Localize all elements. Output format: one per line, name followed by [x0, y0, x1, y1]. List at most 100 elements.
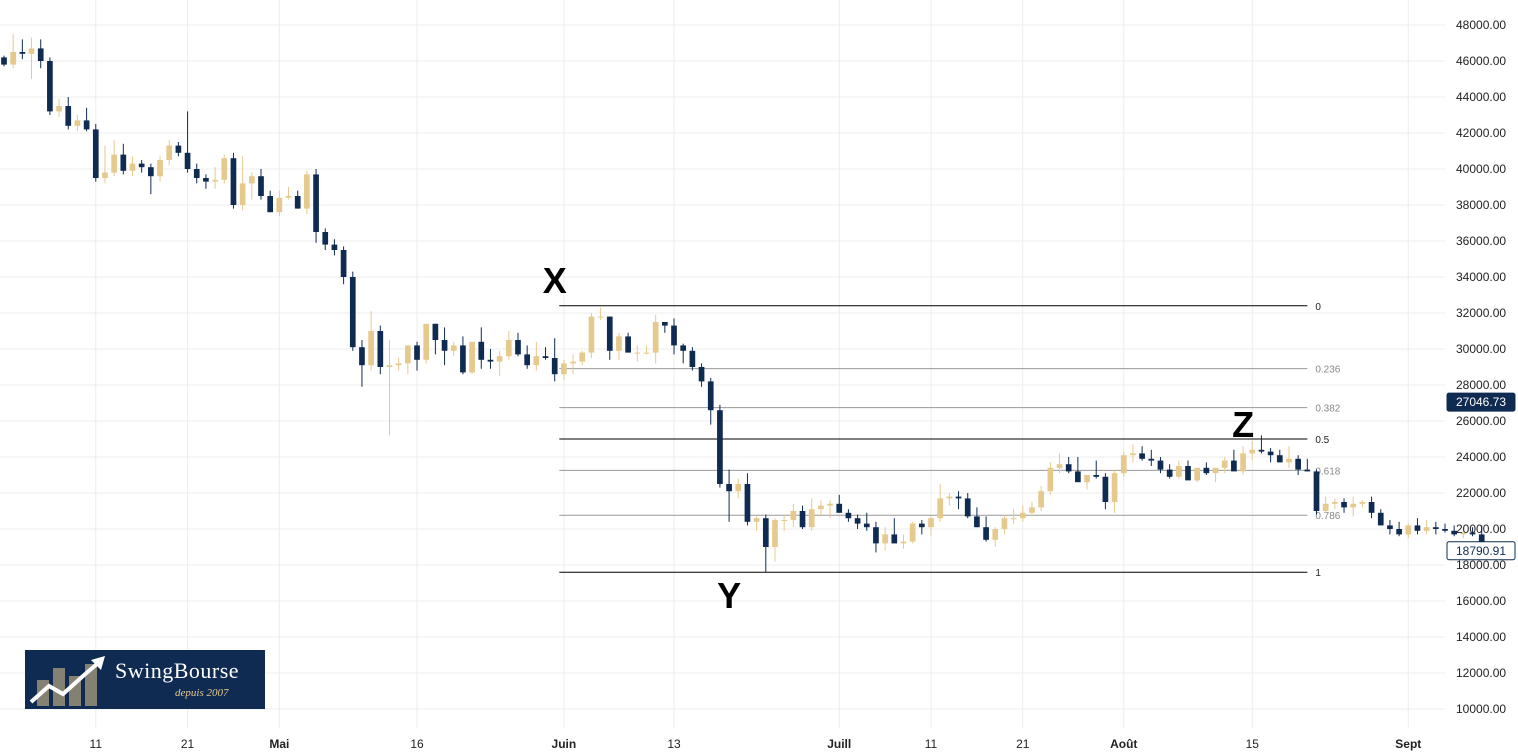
y-tick-label: 26000.00 [1456, 414, 1506, 428]
candle-bear [1065, 464, 1072, 472]
price-tag-label: 18790.91 [1456, 544, 1506, 558]
candle-bull [909, 523, 916, 542]
candle-bull [469, 341, 475, 373]
candle-bull [1460, 532, 1467, 535]
candle-bear [175, 145, 182, 153]
candle-bull [10, 52, 17, 65]
candle-bear [322, 232, 329, 245]
candle-bear [120, 154, 127, 171]
y-tick-label: 18000.00 [1456, 558, 1506, 572]
y-tick-label: 36000.00 [1456, 234, 1506, 248]
candle-bear [1093, 475, 1100, 477]
fibonacci-retracement[interactable]: 0 0.236 0.382 0.5 0.618 0.786 1 [559, 302, 1341, 579]
price-tag-label: 27046.73 [1456, 395, 1506, 409]
candle-bear [799, 511, 806, 528]
candle-bull [405, 345, 411, 364]
x-tick-label: 21 [1016, 737, 1030, 751]
candle-bear [983, 527, 989, 540]
candle-bull [157, 160, 163, 177]
candle-bear [863, 523, 870, 528]
candle-bull [1056, 464, 1063, 468]
candle-bull [992, 529, 999, 540]
fib-level-label: 0.5 [1315, 435, 1329, 446]
candle-bear [377, 331, 384, 367]
candle-bull [570, 361, 576, 364]
fib-level-label: 0 [1315, 302, 1321, 313]
candle-bear [148, 167, 154, 177]
candle-bear [37, 48, 44, 61]
candle-bull [239, 183, 246, 205]
y-tick-label: 28000.00 [1456, 378, 1506, 392]
x-tick-label: Sept [1395, 737, 1421, 751]
rising-arrow-bars-icon [29, 656, 105, 706]
candle-bear [680, 345, 687, 351]
candle-bear [1203, 467, 1210, 474]
price-tag-box [1446, 392, 1516, 412]
candle-bear [1414, 525, 1421, 531]
candle-bull [882, 534, 888, 544]
candle-bull [1350, 503, 1357, 508]
candle-bear [606, 316, 613, 351]
candle-bull [1111, 473, 1118, 502]
candle-bear [414, 345, 420, 360]
candle-bull [1221, 460, 1228, 468]
x-tick-label: 11 [925, 737, 938, 751]
candle-bear [193, 169, 200, 178]
candle-bear [359, 347, 365, 366]
fib-level-label: 0.236 [1315, 365, 1340, 376]
candle-bull [588, 316, 595, 353]
candle-bear [1451, 530, 1458, 535]
candle-bear [726, 484, 732, 492]
candle-bull [1332, 502, 1338, 504]
candle-bull [304, 174, 310, 209]
candle-bull [634, 352, 641, 354]
candle-bear [955, 496, 962, 499]
candle-bull [946, 496, 953, 499]
candle-bear [542, 356, 549, 358]
candle-bear [1377, 512, 1384, 526]
candle-bull [1249, 449, 1256, 454]
candle-bear [92, 129, 99, 178]
candle-bull [111, 154, 117, 173]
candle-bull [386, 365, 393, 367]
x-tick-label: Mai [269, 737, 289, 751]
x-tick-label: 13 [667, 737, 681, 751]
candle-bull [818, 505, 824, 510]
candle-bull [450, 345, 457, 351]
price-axis[interactable]: 10000.00 12000.00 14000.00 16000.00 18000.00… [1456, 18, 1506, 716]
fib-level-label: 0.618 [1315, 466, 1340, 477]
y-tick-label: 20000.00 [1456, 522, 1506, 536]
candle-bear [83, 120, 90, 130]
candle-bear [515, 340, 521, 355]
candle-bear [441, 340, 448, 351]
time-axis[interactable]: 11 21 Mai 16 Juin 13 Juill 11 21 Août 15 Sept [90, 737, 1422, 751]
candle-bull [1359, 502, 1366, 504]
candle-bear [203, 178, 209, 182]
candle-bear [964, 498, 971, 517]
candle-bull [1322, 503, 1329, 511]
candle-bull [221, 158, 228, 180]
candle-bull [561, 363, 567, 375]
candle-bull [533, 356, 540, 366]
candle-bull [1405, 525, 1412, 535]
candle-bear [836, 503, 843, 513]
candle-bear [340, 250, 347, 277]
candle-bull [129, 163, 136, 171]
candle-bull [808, 509, 815, 528]
candle-bull [790, 511, 797, 520]
wave-label-y: Y [717, 575, 741, 616]
candle-bear [1, 57, 7, 65]
candle-bear [1267, 451, 1274, 456]
candle-bear [1185, 466, 1191, 481]
candle-bear [762, 518, 769, 547]
y-tick-label: 42000.00 [1456, 126, 1506, 140]
candle-bear [1396, 529, 1402, 535]
y-tick-label: 10000.00 [1456, 702, 1506, 716]
candle-bear [918, 523, 925, 528]
candle-bear [524, 354, 531, 366]
candle-bear [625, 336, 631, 353]
x-tick-label: 15 [1246, 737, 1260, 751]
fib-level-label: 0.382 [1315, 404, 1340, 415]
candle-bear [432, 323, 439, 340]
